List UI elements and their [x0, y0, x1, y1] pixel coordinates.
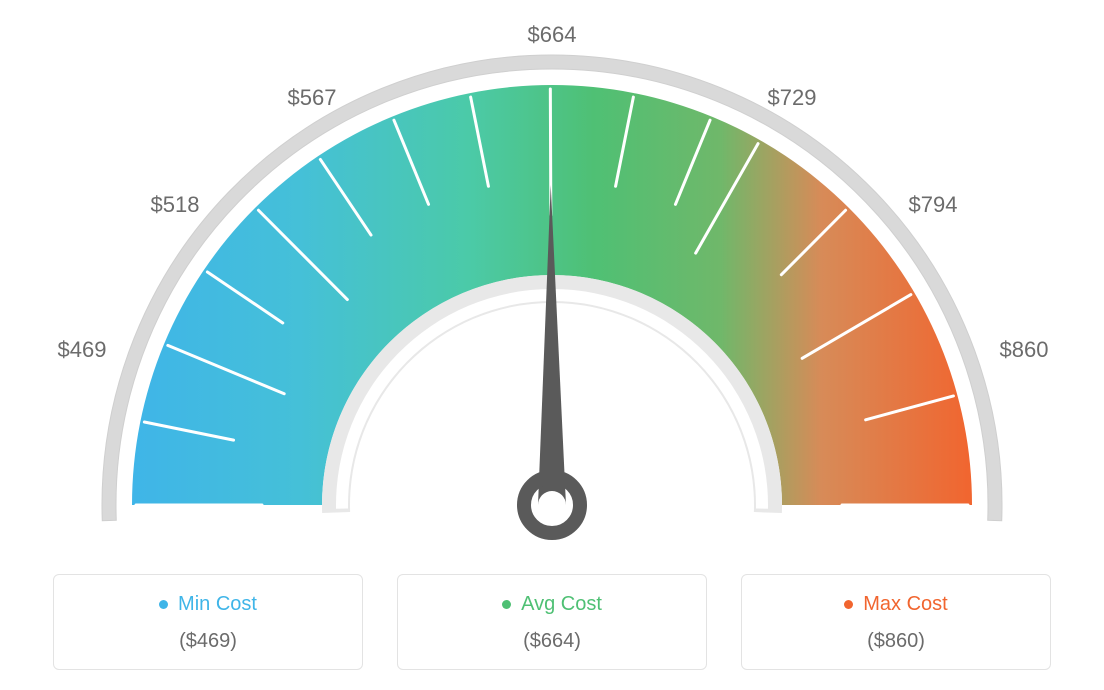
gauge-chart [0, 0, 1104, 560]
gauge-tick-label: $567 [288, 85, 337, 111]
legend-card-max: Max Cost ($860) [741, 574, 1051, 670]
legend-dot-min [159, 600, 168, 609]
gauge-tick-label: $729 [768, 85, 817, 111]
cost-gauge-container: $469 $518 $567 $664 $729 $794 $860 Min Cost ($… [0, 0, 1104, 690]
legend-value-max: ($860) [752, 630, 1040, 653]
gauge-tick-label: $664 [528, 22, 577, 48]
legend-title-avg: Avg Cost [502, 593, 602, 616]
gauge-tick-label: $469 [58, 337, 107, 363]
legend-title-min: Min Cost [159, 593, 257, 616]
gauge-tick-label: $794 [909, 192, 958, 218]
legend-label-avg: Avg Cost [521, 593, 602, 616]
legend-card-avg: Avg Cost ($664) [397, 574, 707, 670]
legend-value-avg: ($664) [408, 630, 696, 653]
legend-card-min: Min Cost ($469) [53, 574, 363, 670]
legend-label-min: Min Cost [178, 593, 257, 616]
gauge-tick-label: $518 [151, 192, 200, 218]
legend-title-max: Max Cost [844, 593, 947, 616]
legend-dot-avg [502, 600, 511, 609]
gauge-tick-label: $860 [1000, 337, 1049, 363]
legend-value-min: ($469) [64, 630, 352, 653]
legend-label-max: Max Cost [863, 593, 947, 616]
legend-dot-max [844, 600, 853, 609]
gauge-area: $469 $518 $567 $664 $729 $794 $860 [0, 0, 1104, 560]
legend-row: Min Cost ($469) Avg Cost ($664) Max Cost… [0, 574, 1104, 670]
